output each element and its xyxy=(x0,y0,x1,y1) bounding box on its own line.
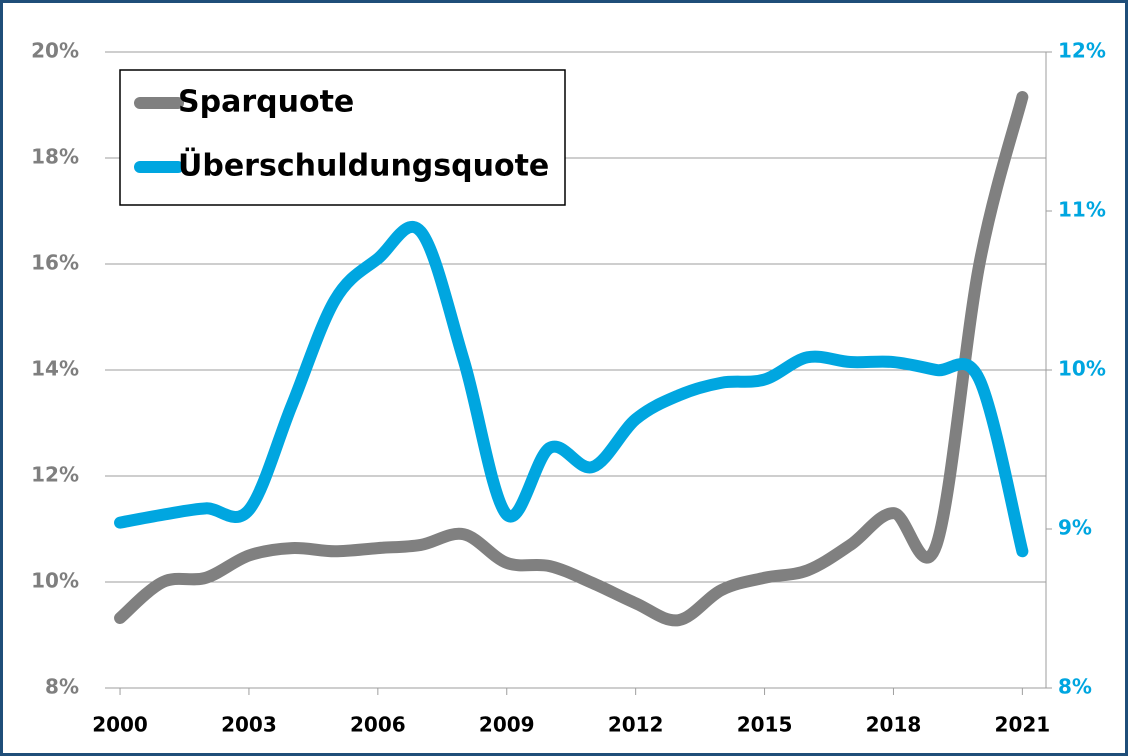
y2-tick-label: 12% xyxy=(1058,39,1106,63)
y2-tick-label: 10% xyxy=(1058,357,1106,381)
line-series xyxy=(114,91,1029,627)
x-tick-label: 2012 xyxy=(608,713,664,737)
y-tick-label: 18% xyxy=(31,145,79,169)
y-tick-label: 8% xyxy=(45,675,79,699)
y2-tick-label: 9% xyxy=(1058,516,1092,540)
x-tick-label: 2000 xyxy=(92,713,148,737)
x-tick-label: 2021 xyxy=(995,713,1051,737)
y-tick-label: 14% xyxy=(31,357,79,381)
x-tick-label: 2003 xyxy=(221,713,277,737)
y2-tick-label: 11% xyxy=(1058,198,1106,222)
legend-label: Sparquote xyxy=(178,85,354,120)
legend-label: Überschuldungsquote xyxy=(178,147,549,184)
x-tick-label: 2006 xyxy=(350,713,406,737)
y2-tick-label: 8% xyxy=(1058,675,1092,699)
y-tick-label: 10% xyxy=(31,569,79,593)
y-tick-label: 12% xyxy=(31,463,79,487)
legend-box xyxy=(119,69,566,206)
x-tick-label: 2015 xyxy=(737,713,793,737)
x-tick-label: 2018 xyxy=(866,713,922,737)
y-tick-label: 20% xyxy=(31,39,79,63)
y-tick-label: 16% xyxy=(31,251,79,275)
x-tick-label: 2009 xyxy=(479,713,535,737)
line-series xyxy=(114,221,1029,558)
